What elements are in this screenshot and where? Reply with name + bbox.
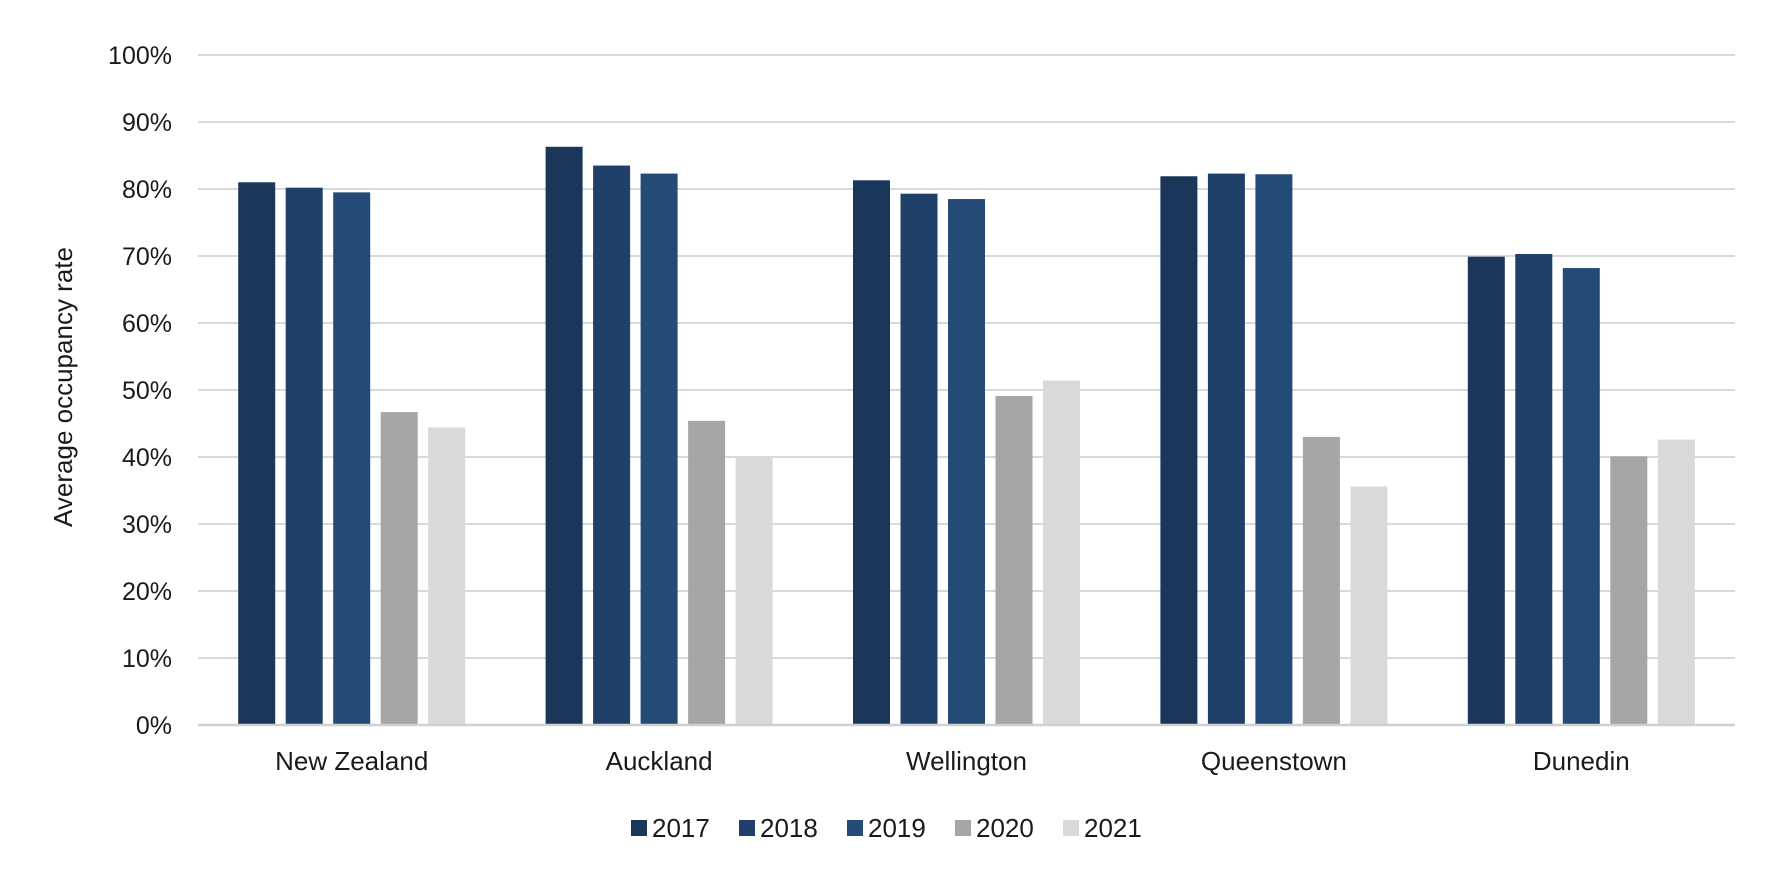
bar-2019-auckland: [640, 173, 678, 726]
bar-2017-wellington: [853, 180, 890, 726]
y-tick-label: 90%: [122, 109, 172, 137]
bar-2017-auckland: [545, 146, 583, 726]
bar-2019-wellington: [948, 199, 985, 726]
y-tick-label: 0%: [136, 712, 172, 740]
bar-2018-dunedin: [1515, 253, 1553, 726]
x-category-label: Queenstown: [1201, 746, 1347, 776]
bar-2020-dunedin: [1610, 456, 1648, 725]
bar-2018-queenstown: [1207, 173, 1245, 726]
y-axis-title: Average occupancy rate: [48, 247, 78, 527]
bar-2020-new-zealand: [380, 412, 418, 725]
legend-swatch-2019: [847, 820, 863, 836]
x-category-label: New Zealand: [275, 746, 428, 776]
bar-2020-wellington: [995, 396, 1033, 725]
bar-2021-dunedin: [1657, 439, 1695, 725]
bar-2017-dunedin: [1467, 256, 1505, 725]
x-category-label: Dunedin: [1533, 746, 1630, 776]
legend-label-2018: 2018: [760, 813, 818, 843]
legend: 2017 2018 2019 2020 2021: [631, 813, 1142, 843]
bar-2020-queenstown: [1302, 436, 1340, 725]
bars: [238, 146, 1695, 726]
y-tick-label: 50%: [122, 377, 172, 405]
bar-2021-queenstown: [1350, 486, 1388, 725]
y-tick-label: 40%: [122, 444, 172, 472]
bar-2017-queenstown: [1160, 176, 1198, 725]
bar-2018-auckland: [593, 165, 631, 726]
y-tick-label: 80%: [122, 176, 172, 204]
legend-swatch-2021: [1063, 820, 1079, 836]
y-axis-tick-labels: 0% 10% 20% 30% 40% 50% 60% 70% 80% 90% 100%: [108, 42, 172, 740]
legend-label-2020: 2020: [976, 813, 1034, 843]
bar-2021-auckland: [735, 456, 773, 725]
y-tick-label: 30%: [122, 511, 172, 539]
y-tick-label: 100%: [108, 42, 172, 70]
legend-label-2017: 2017: [652, 813, 710, 843]
legend-swatch-2017: [631, 820, 647, 836]
bar-2018-wellington: [900, 193, 938, 725]
legend-label-2021: 2021: [1084, 813, 1142, 843]
x-axis-category-labels: New Zealand Auckland Wellington Queenstown D…: [275, 746, 1630, 776]
y-tick-label: 20%: [122, 578, 172, 606]
bar-2020-auckland: [688, 420, 726, 725]
bar-2017-new-zealand: [238, 182, 276, 726]
bar-2018-new-zealand: [285, 187, 323, 725]
y-tick-label: 70%: [122, 243, 172, 271]
bar-2021-new-zealand: [428, 427, 466, 725]
legend-swatch-2020: [955, 820, 971, 836]
bar-2019-queenstown: [1255, 174, 1293, 725]
legend-swatch-2018: [739, 820, 755, 836]
y-tick-label: 10%: [122, 645, 172, 673]
x-category-label: Auckland: [606, 746, 713, 776]
bar-2019-new-zealand: [333, 192, 371, 726]
x-category-label: Wellington: [906, 746, 1027, 776]
bar-2021-wellington: [1043, 380, 1080, 725]
bar-2019-dunedin: [1562, 268, 1600, 725]
y-tick-label: 60%: [122, 310, 172, 338]
legend-label-2019: 2019: [868, 813, 926, 843]
